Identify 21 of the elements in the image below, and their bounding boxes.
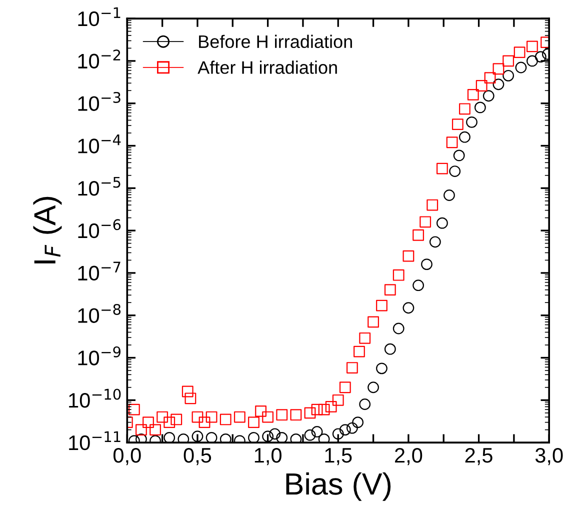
y-tick-label: 10$^{−1}$: [78, 7, 120, 26]
x-tick-label: 3,0: [535, 448, 563, 466]
y-tick-label: 10$^{−5}$: [78, 176, 120, 196]
y-tick-label: 10$^{−2}$: [78, 50, 120, 69]
y-tick-label: 10$^{−10}$: [69, 388, 121, 408]
x-tick-label: 0,0: [113, 448, 141, 466]
y-tick-label: 10$^{−9}$: [78, 346, 121, 366]
y-tick-label: 10$^{−6}$: [78, 219, 121, 238]
y-tick-label: 10$^{−3}$: [78, 92, 120, 111]
x-tick-label: 1,5: [325, 448, 352, 466]
y-tick-label: 10$^{−8}$: [78, 304, 121, 323]
y-axis-title: I$_{F}$ (A): [33, 196, 62, 264]
y-tick-label: 10$^{−4}$: [78, 134, 121, 154]
x-tick-label: 1,0: [254, 448, 282, 466]
x-tick-label: 0,5: [184, 448, 212, 466]
x-tick-label: 2,0: [395, 448, 422, 466]
y-tick-label: 10$^{−7}$: [78, 262, 120, 281]
x-tick-label: 2,5: [465, 448, 492, 466]
x-axis-title: Bias (V): [286, 472, 391, 501]
legend-label: Before H irradiation: [199, 34, 352, 48]
legend-label: After H irradiation: [198, 60, 337, 74]
